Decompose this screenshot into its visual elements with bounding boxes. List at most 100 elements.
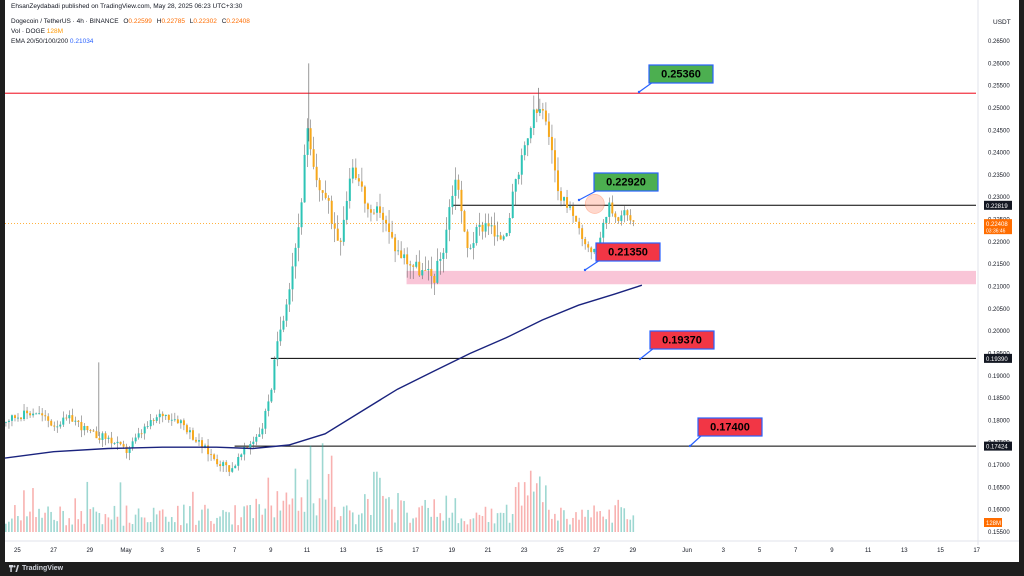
volume-bar (180, 525, 182, 532)
volume-bar (318, 498, 321, 532)
volume-bar (535, 483, 538, 532)
volume-bar (170, 517, 173, 532)
ema-legend[interactable]: EMA 20/50/100/200 0.21034 (11, 38, 93, 45)
candle-body (505, 233, 508, 237)
candle-body (581, 228, 584, 240)
candle-body (246, 446, 249, 448)
volume-bar (255, 498, 258, 532)
candle-body (472, 243, 475, 248)
volume-legend[interactable]: Vol · DOGE 128M (11, 28, 63, 35)
candle-body (152, 420, 155, 421)
volume-bar (526, 495, 529, 532)
candle-body (466, 231, 469, 249)
candle-body (149, 420, 152, 427)
annotation-2[interactable]: 0.21350 (583, 242, 661, 272)
volume-bar (225, 511, 227, 532)
volume-bar (116, 516, 119, 532)
candle-body (475, 226, 478, 244)
volume-bar (125, 505, 128, 532)
candle-body (442, 252, 445, 259)
volume-bar (357, 514, 360, 532)
price-tag-text: 0.19390 (986, 357, 1008, 363)
candle-body (496, 235, 499, 237)
symbol-legend[interactable]: Dogecoin / TetherUS · 4h · BINANCE O0.22… (11, 18, 250, 25)
annotation-0[interactable]: 0.25360 (637, 64, 714, 94)
volume-bar (261, 514, 264, 532)
volume-bar (276, 491, 279, 532)
volume-bar (545, 485, 547, 532)
candle-body (478, 224, 481, 227)
volume-bar (508, 522, 511, 532)
candle-body (237, 457, 240, 466)
candle-body (210, 454, 213, 456)
volume-bar (291, 498, 294, 532)
support-zone[interactable] (406, 270, 976, 285)
volume-bar (421, 505, 423, 532)
volume-value: 128M (46, 28, 64, 35)
tradingview-logo-icon (9, 565, 19, 572)
volume-bar (74, 498, 77, 532)
highlight-circle (584, 194, 605, 214)
candle-body (360, 181, 363, 187)
volume-bar (228, 512, 230, 532)
candle-body (469, 247, 472, 249)
volume-bar (195, 524, 197, 532)
price-chart[interactable]: USDT 0.26500 0.26000 0.25500 0.25000 0.24500 0… (5, 0, 1019, 562)
price-tag-bg (984, 441, 1012, 451)
annotation-4[interactable]: 0.17400 (688, 417, 763, 448)
volume-bar (623, 508, 626, 532)
candle-body (327, 197, 330, 201)
ema200-line[interactable] (5, 284, 643, 459)
price-tick-label-12: 0.20500 (988, 307, 1010, 313)
volume-bar (17, 516, 19, 532)
candle-body (391, 232, 394, 238)
candle-body (611, 202, 614, 214)
volume-bar (605, 519, 607, 532)
candle-body (276, 341, 279, 360)
time-tick-label-10: 15 (376, 548, 383, 554)
candle-body (560, 191, 563, 201)
volume-bar (466, 524, 469, 532)
volume-bar (584, 516, 586, 532)
volume-bar (315, 515, 318, 532)
price-tag-bg (984, 219, 1012, 235)
price-tick-label-2: 0.25500 (988, 84, 1010, 90)
candle-body (198, 440, 201, 442)
volume-bar (560, 507, 562, 532)
volume-bar (113, 505, 116, 532)
volume-bar (201, 509, 203, 532)
candle-body (324, 192, 327, 198)
annotation-1[interactable]: 0.22920 (577, 172, 659, 202)
candle-body (409, 264, 412, 266)
volume-bar (529, 470, 532, 532)
annotation-3[interactable]: 0.19370 (638, 330, 715, 361)
price-tick-label-19: 0.17000 (988, 463, 1010, 469)
price-axis-currency: USDT (993, 19, 1011, 26)
time-tick-label-26: 17 (973, 548, 980, 554)
candle-body (125, 446, 128, 453)
candle-body (418, 261, 421, 276)
candle-body (493, 225, 496, 237)
ema-value: 0.21034 (69, 38, 94, 45)
candle-body (140, 433, 143, 435)
candle-body (252, 441, 255, 445)
time-tick-label-1: 27 (50, 548, 57, 554)
volume-bar (237, 525, 239, 532)
volume-bar (448, 517, 451, 532)
candle-body (249, 444, 252, 448)
volume-bar (297, 510, 300, 532)
candle-body (575, 215, 578, 222)
annotation-pointer (584, 259, 601, 271)
volume-bar (186, 523, 188, 532)
volume-bar (629, 519, 632, 532)
candle-body (291, 266, 294, 290)
volume-bar (104, 514, 107, 532)
volume-bar (542, 502, 544, 532)
time-tick-label-11: 17 (412, 548, 419, 554)
candle-body (50, 420, 53, 426)
candle-body (424, 270, 427, 271)
annotation-pointer (638, 81, 654, 93)
time-tick-label-13: 21 (485, 548, 492, 554)
volume-bar (176, 505, 179, 532)
candle-body (366, 203, 369, 210)
